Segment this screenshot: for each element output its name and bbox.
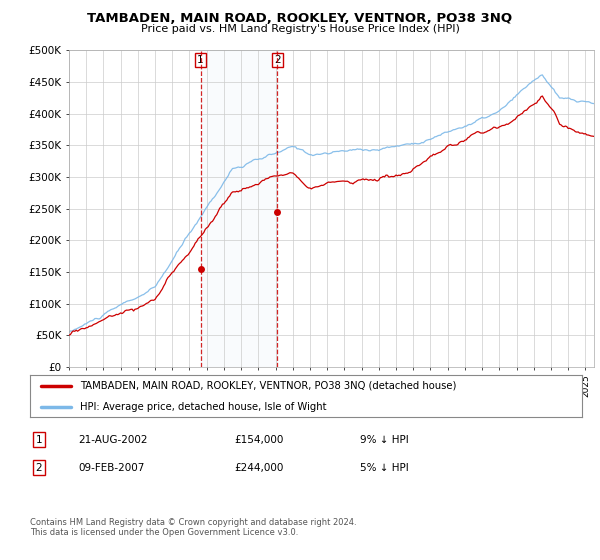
Text: TAMBADEN, MAIN ROAD, ROOKLEY, VENTNOR, PO38 3NQ (detached house): TAMBADEN, MAIN ROAD, ROOKLEY, VENTNOR, P… [80,381,456,391]
Text: 9% ↓ HPI: 9% ↓ HPI [360,435,409,445]
Text: Contains HM Land Registry data © Crown copyright and database right 2024.
This d: Contains HM Land Registry data © Crown c… [30,518,356,538]
Text: £244,000: £244,000 [234,463,283,473]
Text: £154,000: £154,000 [234,435,283,445]
Text: 09-FEB-2007: 09-FEB-2007 [78,463,145,473]
Text: 21-AUG-2002: 21-AUG-2002 [78,435,148,445]
Text: 1: 1 [197,55,204,65]
Text: HPI: Average price, detached house, Isle of Wight: HPI: Average price, detached house, Isle… [80,402,326,412]
Text: 5% ↓ HPI: 5% ↓ HPI [360,463,409,473]
Text: 2: 2 [274,55,281,65]
Text: TAMBADEN, MAIN ROAD, ROOKLEY, VENTNOR, PO38 3NQ: TAMBADEN, MAIN ROAD, ROOKLEY, VENTNOR, P… [88,12,512,25]
Bar [200,50,277,367]
Text: 1: 1 [35,435,43,445]
Text: 2: 2 [35,463,43,473]
Text: Price paid vs. HM Land Registry's House Price Index (HPI): Price paid vs. HM Land Registry's House … [140,24,460,34]
